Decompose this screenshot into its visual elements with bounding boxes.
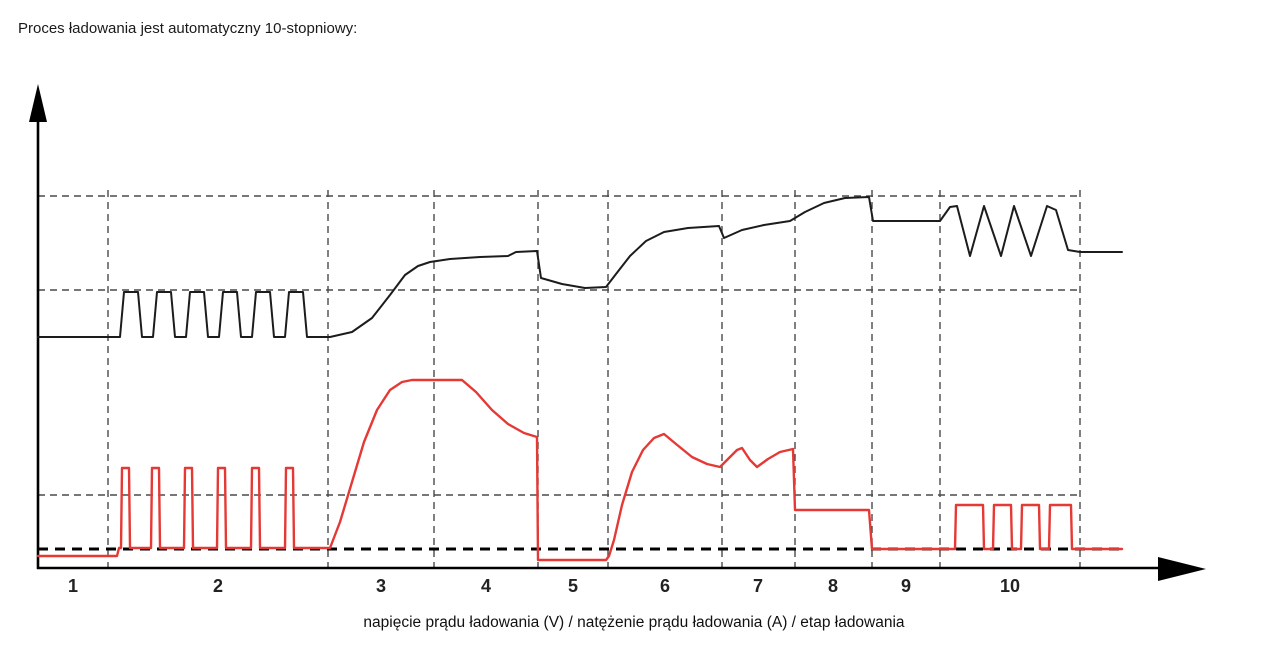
- stage-label-2: 2: [213, 576, 223, 596]
- stage-label-6: 6: [660, 576, 670, 596]
- stage-label-8: 8: [828, 576, 838, 596]
- stage-label-5: 5: [568, 576, 578, 596]
- voltage-curve: [37, 196, 1123, 338]
- stage-label-9: 9: [901, 576, 911, 596]
- stage-label-3: 3: [376, 576, 386, 596]
- stage-label-10: 10: [1000, 576, 1020, 596]
- page-title: Proces ładowania jest automatyczny 10-st…: [18, 20, 358, 37]
- current-curve: [36, 378, 1124, 562]
- stage-label-1: 1: [68, 576, 78, 596]
- stage-label-7: 7: [753, 576, 763, 596]
- x-axis-arrow-icon: [1158, 557, 1206, 581]
- y-axis-arrow-icon: [29, 84, 47, 122]
- stage-label-4: 4: [481, 576, 491, 596]
- chart-caption: napięcie prądu ładowania (V) / natężenie…: [363, 614, 905, 631]
